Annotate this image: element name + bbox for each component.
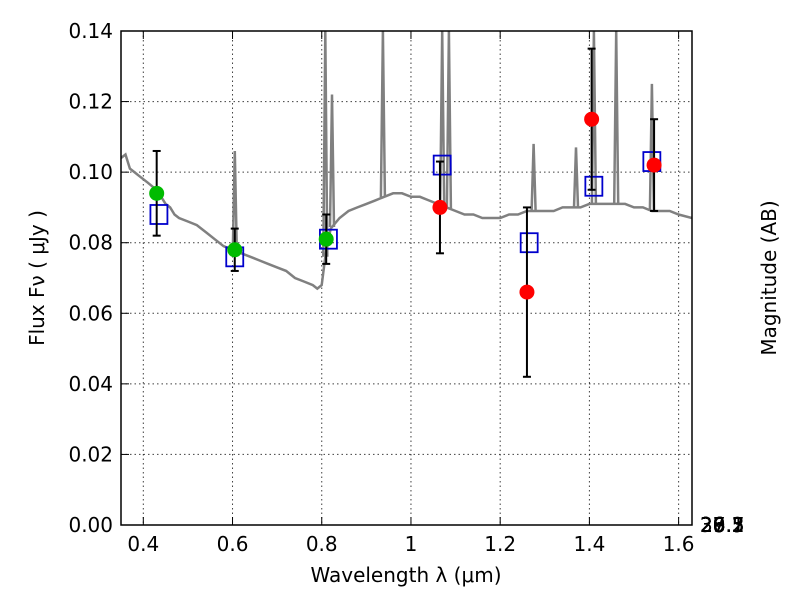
- y-tick-label: 0.14: [68, 19, 113, 43]
- observed-point-red: [519, 284, 535, 300]
- model-photometry-box: [584, 175, 604, 197]
- observed-point-red: [432, 199, 448, 215]
- y-tick-label: 0.08: [68, 231, 113, 255]
- y2-tick-label: 26.5: [700, 513, 745, 537]
- y2-tick-label: 27.5: [700, 513, 745, 537]
- x-tick-label: 0.6: [217, 532, 249, 556]
- plot-area: [121, 31, 692, 291]
- y-tick-label: 0.12: [68, 90, 113, 114]
- x-tick-label: 0.8: [306, 532, 338, 556]
- x-tick-label: 1.2: [484, 532, 516, 556]
- y2-tick-label: 28.5: [700, 513, 745, 537]
- plot-frame: [120, 30, 693, 526]
- x-tick-label: 0.4: [127, 532, 159, 556]
- observed-point-green: [227, 242, 243, 258]
- y2-axis-label: Magnitude (AB): [757, 200, 781, 355]
- x-tick-label: 1: [405, 532, 418, 556]
- model-spectrum-line: [121, 152, 692, 291]
- observed-point-red: [584, 111, 600, 127]
- x-axis-label: Wavelength λ (μm): [310, 563, 501, 587]
- y-tick-label: 0.02: [68, 442, 113, 466]
- y2-tick-label: 27: [700, 513, 725, 537]
- y-tick-label: 0.06: [68, 301, 113, 325]
- y2-tick-label: 26.3: [700, 513, 745, 537]
- y2-tick-label: 26.1: [700, 513, 745, 537]
- emission-lines: [231, 31, 656, 257]
- model-photometry-box: [149, 204, 169, 225]
- model-photometry-box: [519, 232, 539, 254]
- y2-tick-label: 28: [700, 513, 725, 537]
- axis-ticks: 0.4 0.6 0.8 1 1.2 1.4 1.6 0.00 0.02 0.04 0.06 0.08 0…: [68, 19, 744, 556]
- observed-point-green: [149, 185, 165, 201]
- y2-tick-label: 26.7: [700, 513, 745, 537]
- y-axis-label: Flux Fν ( μJy ): [25, 210, 49, 346]
- y-tick-label: 0.10: [68, 160, 113, 184]
- y2-tick-label: 29: [700, 513, 725, 537]
- observed-point-green: [318, 231, 334, 247]
- y2-tick-label: 30: [700, 513, 725, 537]
- model-photometry-box: [432, 154, 452, 176]
- data-marks: [149, 47, 662, 378]
- y2-tick-label: 27.2: [700, 513, 745, 537]
- x-tick-label: 1.4: [573, 532, 605, 556]
- y-tick-label: 0.00: [68, 513, 113, 537]
- y-tick-label: 0.04: [68, 372, 113, 396]
- observed-point-red: [646, 157, 662, 173]
- x-tick-label: 1.6: [663, 532, 695, 556]
